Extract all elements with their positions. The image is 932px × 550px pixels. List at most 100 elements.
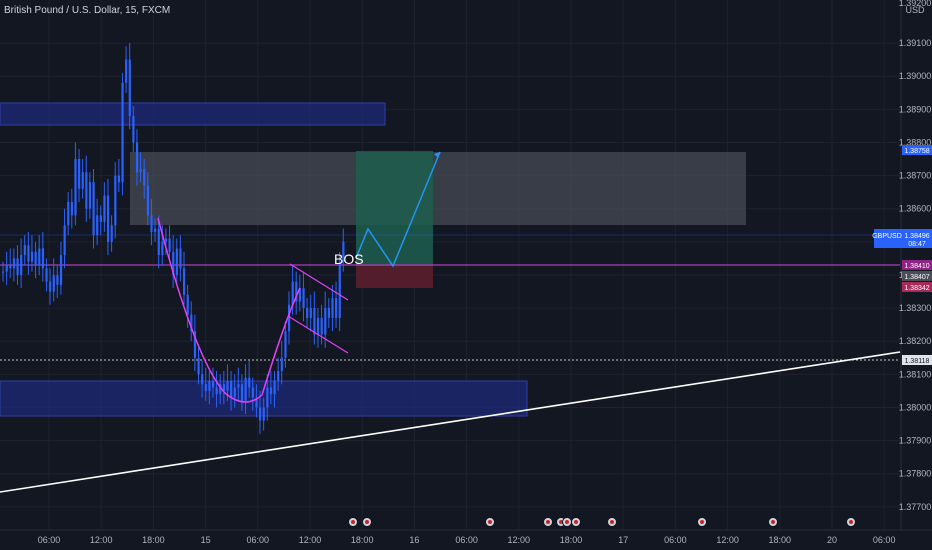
candle-body (324, 308, 327, 335)
candle-body (335, 298, 338, 318)
economic-event-flag-icon-center (559, 520, 563, 524)
candle-body (88, 182, 92, 209)
time-tick-label: 18:00 (351, 535, 374, 545)
candle-body (20, 255, 23, 275)
time-tick-label: 20 (827, 535, 837, 545)
time-tick-label: 17 (618, 535, 628, 545)
candle-body (266, 387, 269, 408)
rounding-bottom-curve[interactable] (157, 217, 301, 403)
candle-body (259, 407, 262, 421)
price-axis[interactable]: 1.39200 USD 1.37700 1.37800 1.37900 1.38000… (872, 0, 932, 550)
candle-body (30, 251, 34, 262)
price-tick-label: 1.38700 (899, 171, 932, 181)
candle-body (81, 172, 84, 189)
time-tick-label: 12:00 (716, 535, 739, 545)
candle-body (12, 258, 16, 269)
candle-body (179, 248, 182, 269)
candle-body (287, 304, 291, 332)
candle-body (240, 384, 244, 401)
time-tick-label: 12:00 (90, 535, 113, 545)
price-tick-label: 1.38200 (899, 336, 932, 346)
candle-body (139, 168, 142, 173)
candle-series (2, 43, 345, 434)
time-tick-label: 18:00 (142, 535, 165, 545)
candle-body (211, 380, 215, 388)
candle-body (157, 228, 160, 256)
candle-body (222, 384, 226, 391)
wedge-upper-line[interactable] (289, 263, 349, 301)
countdown-text: 08:47 (908, 241, 926, 248)
target-price-badge (902, 145, 932, 155)
candle-body (273, 380, 276, 395)
candle-body (164, 238, 168, 242)
time-tick-label: 12:00 (508, 535, 531, 545)
economic-event-flag-icon-center (351, 520, 355, 524)
candle-body (103, 195, 106, 222)
gbpusd-tag-text: GBPUSD (872, 233, 902, 240)
candle-body (291, 281, 294, 305)
candle-body (85, 172, 88, 209)
time-tick-label: 12:00 (299, 535, 322, 545)
price-axis-top-partial: 1.39200 (899, 0, 932, 8)
candle-body (302, 288, 305, 309)
candle-body (309, 308, 312, 318)
candle-body (204, 384, 207, 391)
economic-event-flag-icon-center (565, 520, 569, 524)
candle-body (23, 245, 26, 256)
candle-body (280, 357, 283, 371)
candle-body (298, 288, 302, 302)
candle-body (59, 255, 63, 285)
candle-body (284, 331, 287, 358)
candle-body (269, 387, 273, 395)
candle-body (208, 380, 211, 391)
time-axis[interactable]: 06:00 12:00 18:00 15 06:00 12:00 18:00 16 06:00 1… (0, 517, 932, 546)
candle-body (56, 274, 59, 285)
candle-body (226, 380, 229, 391)
candle-body (106, 195, 110, 242)
wedge-lower-line[interactable] (287, 315, 349, 354)
candle-body (9, 265, 12, 269)
supply-zone (130, 152, 746, 225)
candle-body (74, 159, 77, 216)
candle-body (114, 175, 117, 226)
candle-body (338, 261, 341, 318)
economic-event-flag-icon-center (574, 520, 578, 524)
economic-event-flag-icon-center (365, 520, 369, 524)
candle-body (41, 248, 45, 269)
candle-body (16, 258, 19, 275)
candle-body (45, 268, 48, 282)
price-tick-label: 1.39100 (899, 38, 932, 48)
symbol-title: British Pound / U.S. Dollar, 15, FXCM (4, 5, 170, 16)
candle-body (154, 228, 157, 232)
candle-body (34, 251, 37, 265)
target-box (356, 151, 433, 266)
time-tick-label: 06:00 (455, 535, 478, 545)
candle-body (251, 387, 254, 398)
gbpusd-badge (874, 229, 932, 248)
candle-body (67, 202, 70, 226)
candle-body (233, 387, 236, 398)
time-tick-labels: 06:00 12:00 18:00 15 06:00 12:00 18:00 16 06:00 1… (38, 535, 896, 545)
price-tick-label: 1.37700 (899, 502, 932, 512)
candle-body (190, 314, 193, 332)
economic-events[interactable] (348, 517, 856, 527)
time-tick-label: 06:00 (38, 535, 61, 545)
candle-body (121, 82, 124, 183)
time-tick-label: 16 (409, 535, 419, 545)
candle-body (197, 357, 200, 375)
candle-body (146, 185, 149, 216)
candle-body (132, 115, 135, 143)
projected-path[interactable] (355, 151, 441, 268)
price-tick-label: 1.38800 (899, 137, 932, 147)
candle-body (327, 308, 330, 318)
stop-price-badge (902, 282, 932, 292)
price-tick-label: 1.37900 (899, 436, 932, 446)
time-tick-label: 06:00 (247, 535, 270, 545)
candle-body (262, 407, 265, 421)
economic-event-flag-icon-center (700, 520, 704, 524)
trend-line[interactable] (0, 351, 901, 493)
candle-body (161, 241, 164, 256)
candle-body (295, 281, 298, 302)
candle-body (320, 318, 323, 335)
